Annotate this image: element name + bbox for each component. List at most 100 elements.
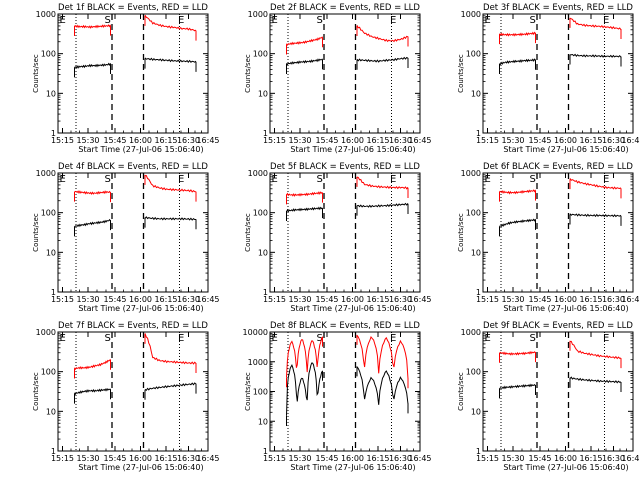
x-tick-label: 15:15 — [476, 295, 499, 304]
detector-panel-5: Det 5f BLACK = Events, RED = LLD 1 10 100 10… — [244, 162, 432, 313]
detector-panel-1: Det 1f BLACK = Events, RED = LLD 1 10 100 10… — [32, 3, 220, 154]
x-tick-label: 15:45 — [528, 295, 551, 304]
y-axis-label: Counts/sec — [244, 54, 252, 93]
events-series-line — [569, 53, 622, 58]
x-tick-label: 16:45 — [621, 454, 640, 463]
events-series-line — [499, 218, 536, 227]
x-tick-label: 15:15 — [476, 136, 499, 145]
x-tick-label: 16:45 — [621, 295, 640, 304]
lld-series-line — [569, 178, 622, 190]
x-tick-label: 15:30 — [76, 454, 99, 463]
plot-frame — [482, 331, 634, 452]
y-tick-label: 1000 — [248, 358, 268, 367]
detector-panel-8: Det 8f BLACK = Events, RED = LLD 1 10 100 10… — [243, 321, 432, 472]
event-marker-s: S — [530, 174, 536, 185]
x-tick-label: 15:30 — [76, 295, 99, 304]
plot-frame — [57, 331, 209, 452]
x-axis-label: Start Time (27-Jul-06 15:06:40) — [290, 145, 415, 154]
events-series-line — [144, 382, 197, 392]
x-tick-label: 15:45 — [103, 136, 126, 145]
x-tick-label: 15:45 — [315, 454, 338, 463]
y-axis-label: Counts/sec — [32, 54, 40, 93]
x-tick-label: 15:15 — [51, 454, 74, 463]
x-tick-label: 16:00 — [129, 136, 152, 145]
y-tick-label: 10 — [471, 407, 481, 416]
x-tick-label: 16:15 — [579, 454, 602, 463]
event-marker-e: E — [603, 15, 609, 26]
x-tick-label: 16:00 — [341, 454, 364, 463]
y-tick-label: 1000 — [461, 10, 481, 19]
x-tick-label: 15:30 — [288, 136, 311, 145]
x-tick-label: 16:45 — [408, 295, 431, 304]
y-tick-label: 10000 — [243, 328, 268, 337]
lld-series-line — [74, 359, 111, 371]
events-series-line — [356, 366, 409, 405]
x-tick-label: 16:45 — [196, 454, 219, 463]
x-tick-label: 16:30 — [177, 136, 200, 145]
y-axis-label: Counts/sec — [457, 213, 465, 252]
x-tick-label: 15:45 — [315, 136, 338, 145]
event-marker-e: E — [178, 15, 184, 26]
x-tick-label: 15:15 — [263, 454, 286, 463]
event-marker-e: E — [603, 333, 609, 344]
events-series-line — [286, 206, 323, 213]
x-axis-label: Start Time (27-Jul-06 15:06:40) — [78, 304, 203, 313]
x-tick-label: 15:30 — [76, 136, 99, 145]
panel-title: Det 1f BLACK = Events, RED = LLD — [58, 3, 208, 13]
events-series-line — [74, 218, 111, 228]
y-tick-label: 1 — [476, 288, 481, 297]
x-tick-label: 15:30 — [501, 136, 524, 145]
y-tick-label: 10 — [46, 89, 56, 98]
x-tick-label: 16:45 — [408, 136, 431, 145]
event-marker-s: S — [105, 15, 111, 26]
lld-series-line — [499, 189, 536, 195]
event-marker-e: E — [390, 174, 396, 185]
events-series-line — [499, 58, 536, 66]
x-tick-label: 15:45 — [528, 454, 551, 463]
x-tick-label: 15:15 — [51, 136, 74, 145]
y-tick-label: 100 — [253, 209, 268, 218]
x-tick-label: 16:00 — [554, 295, 577, 304]
plot-frame — [482, 172, 634, 293]
y-axis-label: Counts/sec — [244, 372, 252, 411]
events-series-line — [74, 62, 111, 69]
lld-series-line — [144, 174, 197, 193]
y-tick-label: 1 — [476, 129, 481, 138]
event-marker-e: E — [60, 174, 66, 185]
panel-title: Det 7f BLACK = Events, RED = LLD — [58, 321, 208, 331]
lld-series-line — [74, 24, 111, 29]
plot-frame — [269, 13, 421, 134]
x-axis-label: Start Time (27-Jul-06 15:06:40) — [290, 304, 415, 313]
x-tick-label: 16:45 — [621, 136, 640, 145]
x-tick-label: 16:15 — [579, 136, 602, 145]
y-tick-label: 10 — [258, 248, 268, 257]
x-tick-label: 16:00 — [129, 295, 152, 304]
panel-title: Det 3f BLACK = Events, RED = LLD — [483, 3, 633, 13]
detector-panel-2: Det 2f BLACK = Events, RED = LLD 1 10 100 10… — [244, 3, 432, 154]
plot-frame — [57, 13, 209, 134]
x-tick-label: 15:45 — [103, 454, 126, 463]
y-tick-label: 10 — [471, 248, 481, 257]
y-tick-label: 100 — [466, 50, 481, 59]
lld-series-line — [286, 336, 323, 378]
x-axis-label: Start Time (27-Jul-06 15:06:40) — [290, 463, 415, 472]
event-marker-e: E — [485, 333, 491, 344]
event-marker-s: S — [105, 174, 111, 185]
y-tick-label: 10 — [258, 89, 268, 98]
event-marker-e: E — [178, 174, 184, 185]
y-axis-label: Counts/sec — [244, 213, 252, 252]
lld-series-line — [569, 17, 622, 31]
x-tick-label: 16:00 — [341, 136, 364, 145]
y-axis-label: Counts/sec — [32, 372, 40, 411]
event-marker-e: E — [390, 333, 396, 344]
events-series-line — [356, 202, 409, 208]
x-axis-label: Start Time (27-Jul-06 15:06:40) — [78, 463, 203, 472]
y-tick-label: 1000 — [36, 169, 56, 178]
event-marker-e: E — [60, 333, 66, 344]
panel-title: Det 5f BLACK = Events, RED = LLD — [270, 162, 420, 172]
x-tick-label: 16:15 — [154, 454, 177, 463]
events-series-line — [286, 58, 323, 66]
event-marker-s: S — [530, 333, 536, 344]
y-tick-label: 100 — [41, 209, 56, 218]
